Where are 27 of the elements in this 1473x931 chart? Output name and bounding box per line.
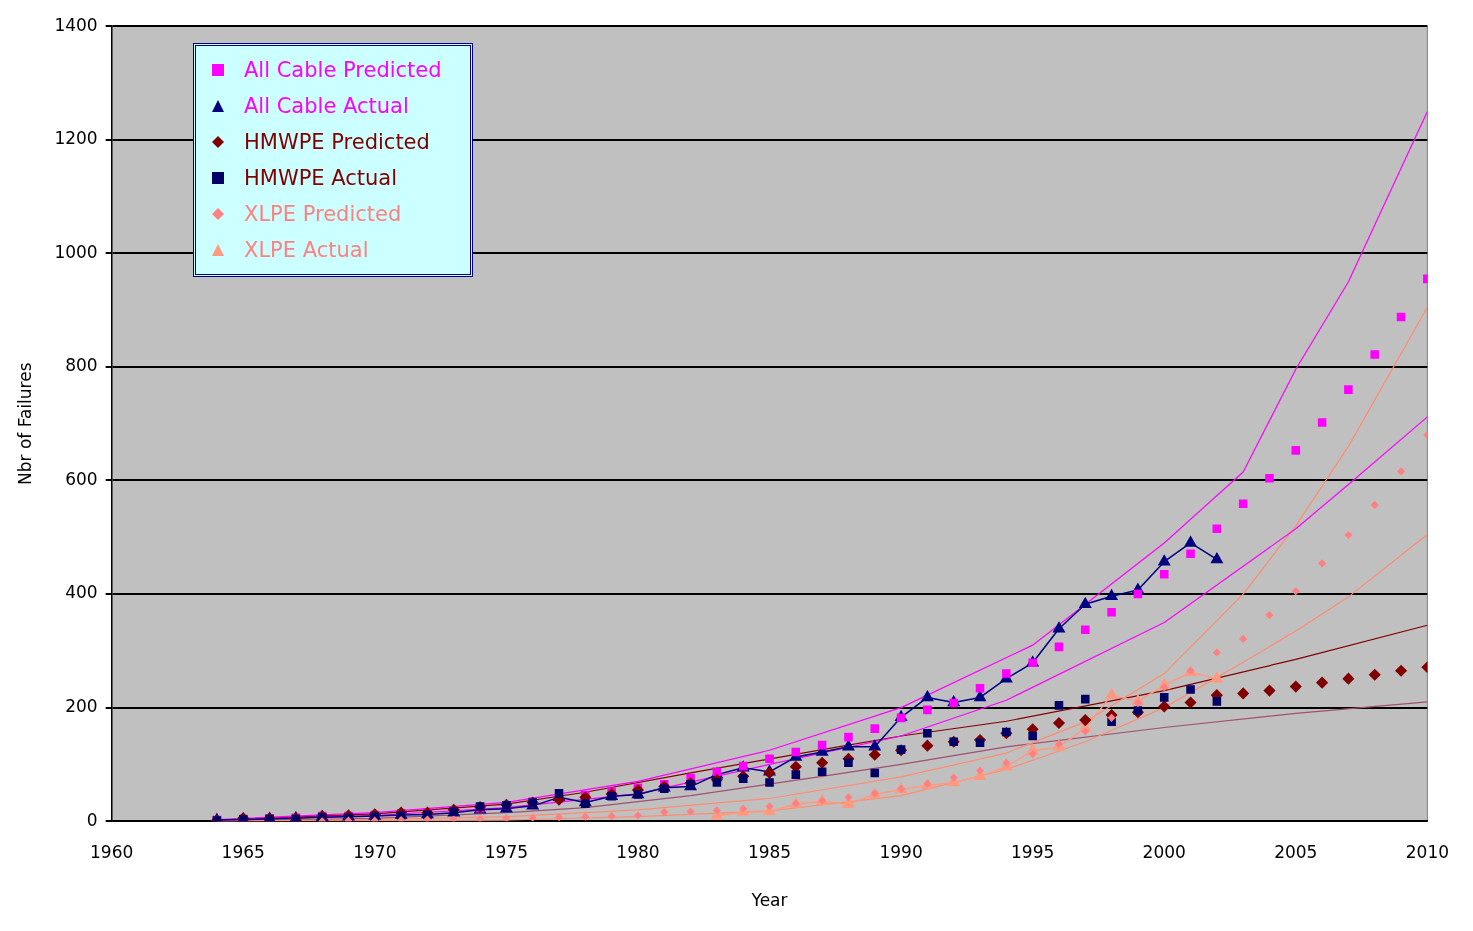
y-tick-label: 1200 [54, 128, 98, 149]
x-tick-label: 1965 [221, 841, 265, 862]
x-tick-label: 1975 [484, 841, 529, 862]
legend-label: All Cable Predicted [244, 58, 442, 82]
y-tick-label: 800 [65, 355, 98, 376]
legend-label: All Cable Actual [244, 94, 409, 118]
x-tick-label: 2005 [1274, 841, 1318, 862]
legend-label: HMWPE Actual [244, 166, 398, 190]
legend-label: XLPE Actual [244, 238, 369, 262]
legend-label: HMWPE Predicted [244, 130, 430, 154]
y-tick-label: 0 [86, 809, 98, 830]
y-tick-label: 400 [65, 582, 98, 603]
x-tick-label: 2000 [1142, 841, 1186, 862]
x-tick-label: 2010 [1405, 841, 1449, 862]
y-axis-title: Nbr of Failures [14, 362, 35, 485]
x-tick-label: 1980 [616, 841, 660, 862]
x-tick-label: 1985 [747, 841, 792, 862]
x-axis-title: Year [750, 890, 788, 911]
x-tick-label: 1990 [879, 841, 923, 862]
y-tick-label: 1000 [54, 241, 98, 262]
y-tick-label: 1400 [54, 14, 98, 35]
y-tick-label: 600 [65, 468, 98, 489]
x-tick-label: 1995 [1011, 841, 1055, 862]
legend-label: XLPE Predicted [244, 202, 402, 226]
x-tick-label: 1960 [90, 841, 134, 862]
y-tick-label: 200 [65, 696, 98, 717]
x-tick-label: 1970 [353, 841, 397, 862]
